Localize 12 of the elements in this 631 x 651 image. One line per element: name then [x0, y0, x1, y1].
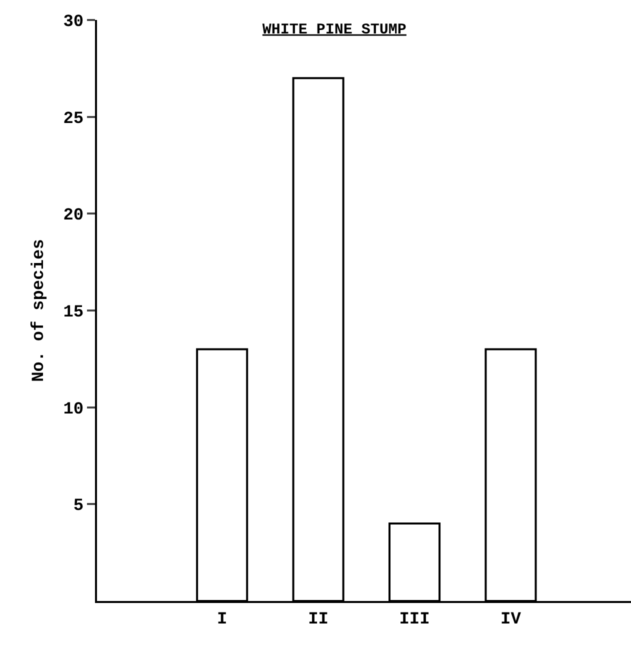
y-tick-label: 30	[63, 12, 84, 32]
y-axis-title: No. of species	[30, 239, 50, 382]
x-tick-label: II	[308, 610, 329, 630]
y-tick-label: 5	[73, 497, 84, 516]
y-tick-label: 10	[63, 400, 84, 420]
y-tick-label: 25	[63, 110, 84, 129]
y-tick-label: 15	[63, 303, 84, 322]
y-tick-label: 20	[63, 206, 84, 226]
x-tick-label: I	[216, 610, 228, 630]
chart-title: WHITE PINE STUMP	[262, 21, 406, 38]
x-tick-label: III	[399, 610, 430, 630]
x-tick-label: IV	[500, 610, 522, 630]
